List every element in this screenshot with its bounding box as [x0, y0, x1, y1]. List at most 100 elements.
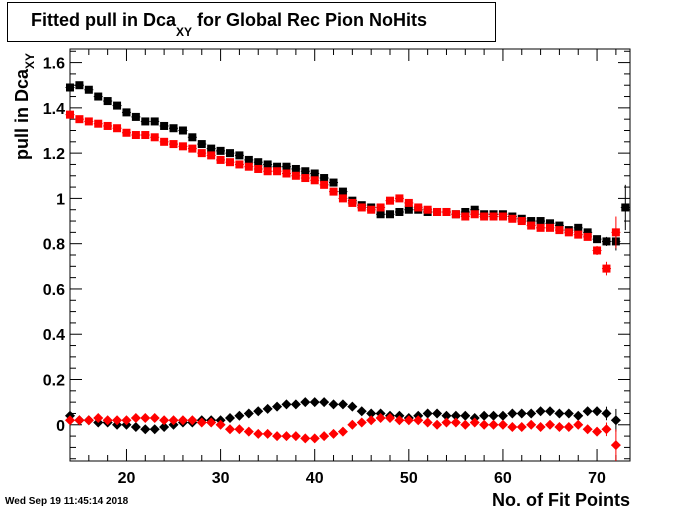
y-tick-label: 1.6 [43, 56, 65, 73]
data-point-diamond [441, 417, 452, 428]
data-point-square [470, 210, 479, 219]
data-point-square [517, 217, 526, 226]
data-point-square [480, 212, 489, 221]
data-point-square [470, 205, 479, 214]
data-point-diamond [422, 417, 433, 428]
x-tick-label: 20 [118, 470, 136, 487]
data-point-square [574, 230, 583, 239]
y-axis-label-main: pull in Dca [12, 68, 32, 160]
data-point-diamond [573, 410, 584, 421]
data-point-square [150, 133, 159, 142]
data-point-square [593, 235, 602, 244]
data-point-diamond [516, 422, 527, 433]
data-point-diamond [281, 431, 292, 442]
data-point-square [197, 140, 206, 149]
y-axis-label: pull in DcaXY [12, 53, 37, 160]
chart-title-subscript: XY [176, 25, 193, 39]
data-point-square [546, 223, 554, 232]
data-point-diamond [441, 410, 452, 421]
data-point-diamond [535, 422, 546, 433]
data-point-diamond [516, 408, 527, 419]
chart-title-main: Fitted pull in Dca [31, 10, 177, 30]
data-point-diamond [601, 408, 612, 419]
data-point-square [489, 212, 498, 221]
data-point-square [602, 237, 611, 246]
data-point-square [103, 121, 112, 130]
data-point-diamond [563, 422, 574, 433]
data-point-square [329, 178, 338, 187]
data-point-square [273, 162, 282, 171]
title-box: Fitted pull in DcaXY for Global Rec Pion… [7, 2, 496, 42]
data-point-square [404, 205, 413, 214]
data-point-square [235, 151, 244, 160]
data-point-square [583, 228, 592, 237]
data-point-diamond [554, 422, 565, 433]
y-tick-label: 0 [56, 418, 65, 435]
data-point-diamond [582, 424, 593, 435]
data-point-diamond [497, 410, 508, 421]
data-point-diamond [582, 406, 593, 417]
data-point-diamond [507, 408, 518, 419]
data-point-diamond [573, 419, 584, 430]
data-point-diamond [243, 426, 254, 437]
data-point-diamond [347, 401, 358, 412]
chart-title: Fitted pull in DcaXY for Global Rec Pion… [31, 10, 427, 39]
data-point-diamond [337, 399, 348, 410]
data-point-diamond [347, 419, 358, 430]
data-point-square [84, 117, 93, 126]
data-point-square [131, 112, 140, 121]
data-point-square [451, 210, 460, 219]
y-tick-label: 1 [56, 191, 65, 208]
data-point-diamond [469, 417, 480, 428]
data-point-diamond [215, 419, 226, 430]
data-point-diamond [272, 401, 283, 412]
data-point-diamond [356, 406, 367, 417]
data-point-square [244, 162, 253, 171]
x-tick-label: 30 [212, 470, 230, 487]
data-point-square [329, 187, 338, 196]
data-point-diamond [177, 415, 188, 426]
data-point-diamond [460, 419, 471, 430]
data-point-square [433, 207, 442, 216]
data-point-diamond [74, 415, 85, 426]
data-point-square [574, 223, 583, 232]
data-point-square [103, 97, 112, 106]
data-point-diamond [507, 422, 518, 433]
data-point-square [498, 212, 507, 221]
data-point-diamond [140, 412, 151, 423]
data-point-square [216, 146, 225, 155]
data-point-diamond [130, 412, 141, 423]
data-point-diamond [394, 415, 405, 426]
data-point-square [376, 203, 385, 212]
data-point-diamond [375, 412, 386, 423]
data-point-diamond [460, 410, 471, 421]
data-point-square [141, 117, 150, 126]
data-point-square [160, 121, 169, 130]
data-point-square [395, 207, 404, 216]
data-point-diamond [253, 406, 264, 417]
data-point-diamond [262, 403, 273, 414]
data-point-square [94, 92, 103, 101]
data-point-diamond [450, 417, 461, 428]
data-point-diamond [356, 417, 367, 428]
data-point-square [291, 164, 300, 173]
data-point-square [527, 221, 536, 230]
data-point-square [555, 221, 564, 230]
data-point-diamond [422, 408, 433, 419]
data-point-diamond [488, 419, 499, 430]
data-point-diamond [93, 412, 104, 423]
data-point-square [395, 194, 404, 203]
data-point-square [320, 174, 329, 183]
y-tick-label: 0.6 [43, 282, 65, 299]
data-point-diamond [450, 410, 461, 421]
data-point-square [461, 212, 470, 221]
data-point-diamond [610, 440, 621, 451]
data-point-square [197, 149, 206, 158]
data-point-diamond [403, 415, 414, 426]
data-point-square [207, 144, 216, 153]
data-point-square [216, 155, 225, 164]
data-point-diamond [121, 415, 132, 426]
data-point-diamond [149, 412, 160, 423]
data-point-diamond [432, 408, 443, 419]
data-point-diamond [300, 397, 311, 408]
